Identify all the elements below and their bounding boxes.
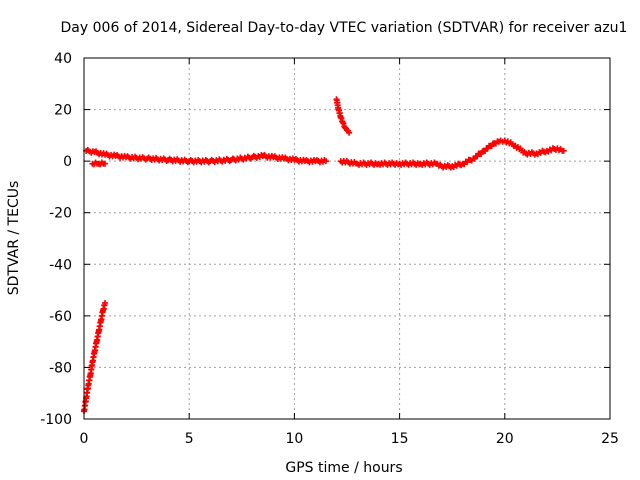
y-tick-label: 20 <box>54 103 72 119</box>
y-tick-label: 0 <box>63 154 72 170</box>
x-axis-label: GPS time / hours <box>285 460 402 476</box>
data-point <box>346 129 353 136</box>
y-tick-label: 40 <box>54 51 72 67</box>
chart-title: Day 006 of 2014, Sidereal Day-to-day VTE… <box>61 20 628 36</box>
data-point <box>102 299 109 306</box>
data-points <box>81 96 567 415</box>
x-tick-label: 10 <box>285 431 303 447</box>
y-tick-label: -20 <box>49 206 72 222</box>
data-point <box>102 160 109 167</box>
x-tick-label: 15 <box>391 431 409 447</box>
x-tick-label: 0 <box>80 431 89 447</box>
y-axis-label: SDTVAR / TECUs <box>6 181 22 296</box>
y-tick-label: -100 <box>40 412 72 428</box>
series-segment-1 <box>81 299 109 415</box>
grid-lines <box>84 58 610 419</box>
x-tick-label: 25 <box>601 431 619 447</box>
plot-frame <box>83 57 611 420</box>
y-tick-label: -60 <box>49 309 72 325</box>
series-segment-5 <box>337 137 567 171</box>
axis-ticks: 0 5 10 15 20 25 -100 -80 -60 -40 -20 0 20 40 <box>40 51 619 447</box>
series-segment-4 <box>333 96 353 136</box>
data-point <box>322 158 329 165</box>
series-segment-2 <box>83 146 329 166</box>
x-tick-label: 20 <box>496 431 514 447</box>
data-point <box>560 147 567 154</box>
series-segment-3 <box>89 159 109 168</box>
y-tick-label: -80 <box>49 360 72 376</box>
x-tick-label: 5 <box>185 431 194 447</box>
y-tick-label: -40 <box>49 257 72 273</box>
